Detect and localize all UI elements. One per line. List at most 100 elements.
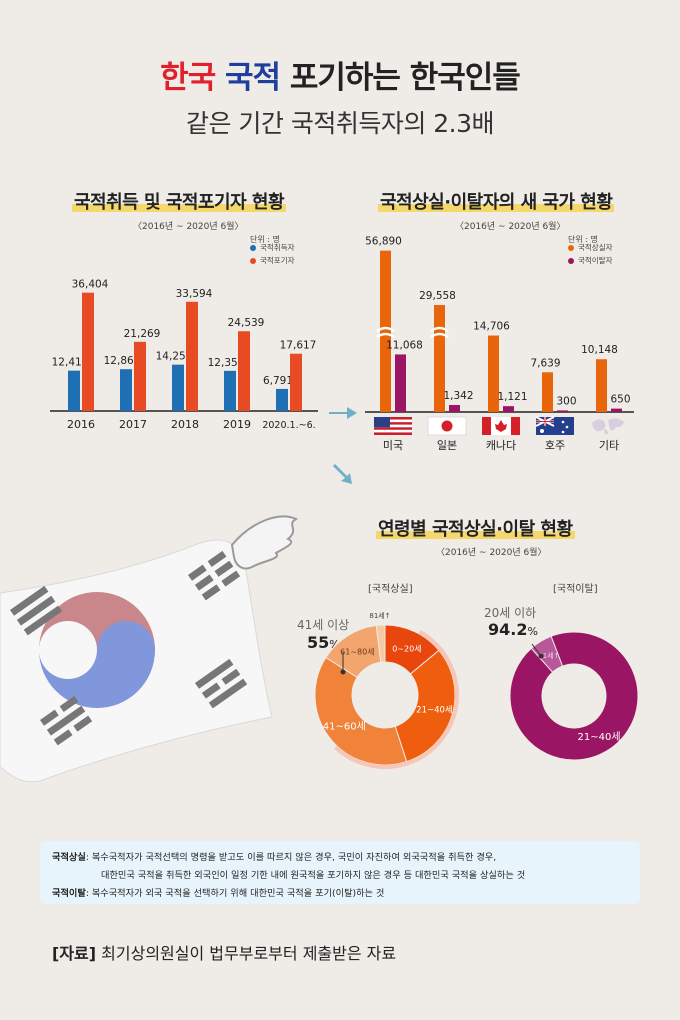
- right-arrow-icon: [329, 407, 357, 419]
- departure-callout-label: 20세 이하: [484, 606, 537, 620]
- bar-loss-1: [434, 305, 445, 412]
- bar-acquire-0: [68, 370, 80, 411]
- loss-donut-slice-label: 21~40세: [416, 705, 453, 715]
- bar-loss-2: [488, 335, 499, 412]
- bar-renounce-3: [238, 331, 250, 411]
- bar-value-label: 14,254: [156, 351, 193, 363]
- axis-break-mark: [430, 326, 449, 339]
- title-rest: 포기하는 한국인들: [289, 60, 521, 96]
- departure-donut-slice-label: 21~40세: [578, 731, 621, 743]
- bar-value-label: 12,861: [104, 355, 141, 367]
- bar-renounce-2: [186, 301, 198, 411]
- bar-renounce-4: [290, 353, 302, 411]
- loss-donut-slice-2: [314, 656, 408, 766]
- bar-value-label: 14,706: [473, 321, 510, 333]
- bar-value-label: 1,342: [443, 390, 473, 402]
- trigram-gon-icon: [188, 550, 241, 601]
- departure-donut-slice-1: [530, 635, 564, 673]
- loss-donut-label: [국적상실]: [368, 584, 413, 595]
- arrow-decorations: [329, 407, 357, 484]
- bar-departure-0: [395, 354, 406, 412]
- title-word-nationality: 국적: [225, 60, 281, 96]
- x-tick-label: 2017: [119, 418, 147, 431]
- down-right-arrow-icon: [333, 464, 352, 484]
- departure-callout-dot: [538, 653, 544, 659]
- section1-title: 국적취득 및 국적포기자 현황: [72, 188, 287, 214]
- departure-donut-slice-0: [509, 631, 639, 761]
- loss-donut-slice-label: 81세↑: [369, 611, 390, 620]
- definition-departure: 국적이탈: 복수국적자가 외국 국적을 선택하기 위해 대한민국 국적을 포기(…: [52, 888, 385, 899]
- section3-title: 연령별 국적상실·이탈 현황: [376, 515, 575, 541]
- page-subtitle: 같은 기간 국적취득자의 2.3배: [185, 109, 495, 138]
- bar-value-label: 1,121: [497, 391, 527, 403]
- bar-value-label: 29,558: [419, 290, 456, 302]
- world-map-icon: [592, 418, 624, 435]
- canada-flag-icon: [482, 417, 520, 435]
- section1-unit: 단위 : 명: [250, 235, 280, 244]
- bar-value-label: 33,594: [176, 288, 213, 300]
- x-tick-label: 기타: [599, 439, 619, 452]
- x-tick-label: 캐나다: [486, 439, 516, 452]
- x-tick-label: 호주: [545, 439, 565, 452]
- japan-flag-icon: [427, 416, 467, 436]
- bar-departure-3: [557, 410, 568, 412]
- bar-value-label: 10,148: [581, 344, 618, 356]
- departure-callout-value: 94.2%: [488, 620, 538, 639]
- bar-departure-1: [449, 405, 460, 412]
- section2-title: 국적상실·이탈자의 새 국가 현황: [378, 188, 615, 214]
- bar-loss-4: [596, 359, 607, 412]
- x-tick-label: 2019: [223, 418, 251, 431]
- bar-value-label: 7,639: [530, 357, 560, 369]
- bar-acquire-2: [172, 364, 184, 411]
- section2-period: 〈2016년 ~ 2020년 6월〉: [455, 222, 566, 232]
- section2-legend: 국적상실자 국적이탈자: [568, 241, 613, 267]
- legend-item-departure: 국적이탈자: [568, 254, 613, 267]
- bar-value-label: 12,357: [208, 357, 245, 369]
- x-tick-label: 2018: [171, 418, 199, 431]
- us-flag-icon: [374, 417, 412, 435]
- bar-value-label: 24,539: [228, 317, 265, 329]
- definition-loss-cont: 대한민국 국적을 취득한 외국인이 일정 기한 내에 원국적을 포기하지 않은 …: [101, 870, 526, 881]
- loss-highlight-outline: [334, 630, 460, 770]
- definitions-box: 국적상실: 복수국적자가 국적선택의 명령을 받고도 이를 따르지 않은 경우,…: [40, 841, 640, 904]
- bar-departure-4: [611, 408, 622, 412]
- trigram-ri-icon: [195, 658, 248, 709]
- legend-item-loss: 국적상실자: [568, 241, 613, 254]
- source-note: [자료] 최기상의원실이 법무부로부터 제출받은 자료: [52, 944, 397, 963]
- legend-item-acquire: 국적취득자: [250, 241, 295, 254]
- bar-value-label: 12,411: [52, 357, 89, 369]
- section2-unit: 단위 : 명: [568, 235, 598, 244]
- x-tick-label: 일본: [437, 438, 457, 452]
- x-tick-label: 2016: [67, 418, 95, 431]
- trigram-geon-icon: [10, 585, 63, 636]
- bar-renounce-0: [82, 292, 94, 411]
- korean-flag-illustration: [0, 515, 299, 783]
- bar-value-label: 36,404: [72, 279, 109, 291]
- loss-donut-slice-4: [375, 624, 386, 663]
- page-title: 한국 국적 포기하는 한국인들: [0, 52, 680, 97]
- definition-loss: 국적상실: 복수국적자가 국적선택의 명령을 받고도 이를 따르지 않은 경우,…: [52, 852, 497, 863]
- departure-donut-label: [국적이탈]: [553, 584, 598, 595]
- x-tick-label: 미국: [383, 439, 403, 452]
- bar-value-label: 300: [556, 395, 576, 407]
- bar-acquire-1: [120, 369, 132, 411]
- bar-value-label: 21,269: [124, 328, 161, 340]
- trigram-gam-icon: [40, 695, 93, 746]
- taegeuk-circle-icon: [39, 592, 155, 708]
- bar-value-label: 11,068: [386, 339, 423, 351]
- bar-loss-0: [380, 250, 391, 412]
- loss-donut-slice-label: 41~60세: [323, 721, 366, 733]
- wing-icon: [230, 515, 299, 570]
- loss-callout-value: 55%: [307, 633, 340, 652]
- loss-callout-label: 41세 이상: [297, 618, 350, 632]
- loss-donut-slice-label: 0~20세: [392, 644, 421, 653]
- bar-departure-2: [503, 406, 514, 412]
- departure-donut-slice-label: 41세↑: [538, 651, 559, 660]
- australia-flag-icon: [535, 416, 574, 435]
- title-word-korea: 한국: [160, 60, 216, 96]
- bar-acquire-4: [276, 388, 288, 411]
- loss-donut-slice-label: 61~80세: [340, 648, 374, 657]
